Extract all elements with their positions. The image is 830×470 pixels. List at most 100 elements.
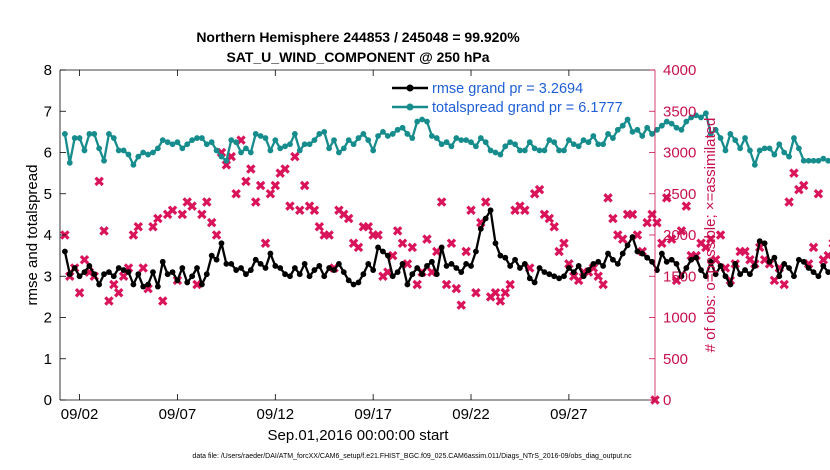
totalspread-point <box>663 118 670 125</box>
obs-assimilated-point <box>94 176 104 187</box>
rmse-point <box>805 265 812 271</box>
rmse-point <box>375 244 381 251</box>
totalspread-point <box>575 143 582 150</box>
y-axis-left-label: rmse and totalspread <box>24 165 41 306</box>
obs-assimilated-point <box>701 242 711 253</box>
y-tick-label-right: 4000 <box>663 62 696 79</box>
obs-assimilated-point <box>647 209 657 220</box>
rmse-point <box>336 260 342 267</box>
rmse-point <box>296 271 303 278</box>
rmse-point <box>115 265 122 271</box>
chart-title-line2: SAT_U_WIND_COMPONENT @ 250 hPa <box>226 49 489 65</box>
totalspread-point <box>91 131 98 137</box>
rmse-point <box>223 260 230 267</box>
totalspread-point <box>375 133 381 139</box>
obs-assimilated-point <box>231 189 241 199</box>
totalspread-point <box>458 137 465 144</box>
totalspread-point <box>702 110 709 117</box>
y-tick-label-right: 0 <box>663 392 671 409</box>
rmse-point <box>605 250 611 257</box>
rmse-point <box>551 273 558 280</box>
rmse-point <box>678 273 685 280</box>
rmse-point <box>693 254 699 261</box>
y-tick-label-left: 7 <box>44 103 52 120</box>
obs-assimilated-point <box>466 205 476 215</box>
rmse-point <box>86 263 93 269</box>
obs-assimilated-point <box>104 296 114 306</box>
obs-assimilated-point <box>113 288 124 298</box>
totalspread-point <box>707 131 714 137</box>
rmse-point <box>747 271 753 278</box>
rmse-point <box>639 250 646 257</box>
totalspread-point <box>580 137 587 144</box>
rmse-point <box>737 271 744 278</box>
obs-assimilated-point <box>158 296 168 306</box>
totalspread-point <box>629 128 636 135</box>
obs-assimilated-point <box>471 288 481 298</box>
rmse-point <box>76 273 83 280</box>
totalspread-point <box>595 141 602 148</box>
totalspread-point <box>805 157 812 164</box>
totalspread-point <box>106 131 112 137</box>
rmse-point <box>428 258 435 265</box>
obs-assimilated-point <box>422 234 432 244</box>
rmse-point <box>649 258 655 265</box>
obs-assimilated-point <box>250 197 261 207</box>
totalspread-point <box>771 151 778 158</box>
y-tick-label-left: 8 <box>44 62 52 79</box>
rmse-series <box>61 207 830 290</box>
totalspread-point <box>96 145 103 152</box>
totalspread-point <box>497 151 504 158</box>
obs-assimilated-point <box>202 197 212 207</box>
obs-assimilated-point <box>221 160 232 170</box>
obs-assimilated-point <box>549 222 559 232</box>
totalspread-point <box>355 135 362 141</box>
totalspread-point <box>247 149 254 156</box>
obs-assimilated-point <box>148 222 158 232</box>
totalspread-point <box>649 131 655 137</box>
totalspread-point <box>252 131 259 137</box>
obs-assimilated-point <box>299 180 310 191</box>
totalspread-point <box>561 147 567 154</box>
rmse-point <box>174 277 181 284</box>
rmse-point <box>663 258 670 265</box>
totalspread-point <box>306 141 313 148</box>
totalspread-point <box>482 139 489 146</box>
totalspread-point <box>634 126 641 133</box>
rmse-point <box>252 256 259 263</box>
rmse-point <box>810 269 817 276</box>
totalspread-point <box>101 157 107 164</box>
rmse-point <box>742 267 748 273</box>
obs-assimilated-point <box>309 205 320 215</box>
axis-layer: 09/02 09/07 09/12 09/17 09/22 09/27 0 1 2 3 4 5 6 7 8 0… <box>44 62 697 423</box>
totalspread-point <box>521 147 528 154</box>
totalspread-point <box>820 155 827 162</box>
obs-assimilated-point <box>671 275 682 286</box>
rmse-point <box>140 283 147 290</box>
totalspread-point <box>565 137 572 144</box>
rmse-point <box>414 265 421 271</box>
obs-assimilated-point <box>662 193 672 203</box>
rmse-point <box>213 256 220 263</box>
rmse-point <box>600 263 607 269</box>
obs-assimilated-point <box>603 193 613 203</box>
obs-assimilated-point <box>505 279 515 290</box>
rmse-point <box>786 265 792 271</box>
rmse-point <box>66 271 73 278</box>
y-tick-label-left: 6 <box>44 145 52 162</box>
rmse-point <box>619 250 626 257</box>
rmse-point <box>644 254 651 261</box>
rmse-point <box>688 256 695 263</box>
totalspread-point <box>233 139 240 146</box>
rmse-point <box>658 250 665 257</box>
totalspread-point <box>600 141 607 148</box>
totalspread-point <box>61 131 68 137</box>
totalspread-point <box>438 141 445 148</box>
totalspread-point <box>189 137 196 144</box>
chart-title-line1: Northern Hemisphere 244853 / 245048 = 99… <box>196 29 520 45</box>
totalspread-point <box>287 141 293 148</box>
rmse-point <box>238 265 244 271</box>
obs-assimilated-point <box>109 279 119 290</box>
totalspread-point <box>311 137 318 144</box>
totalspread-point <box>277 145 284 152</box>
